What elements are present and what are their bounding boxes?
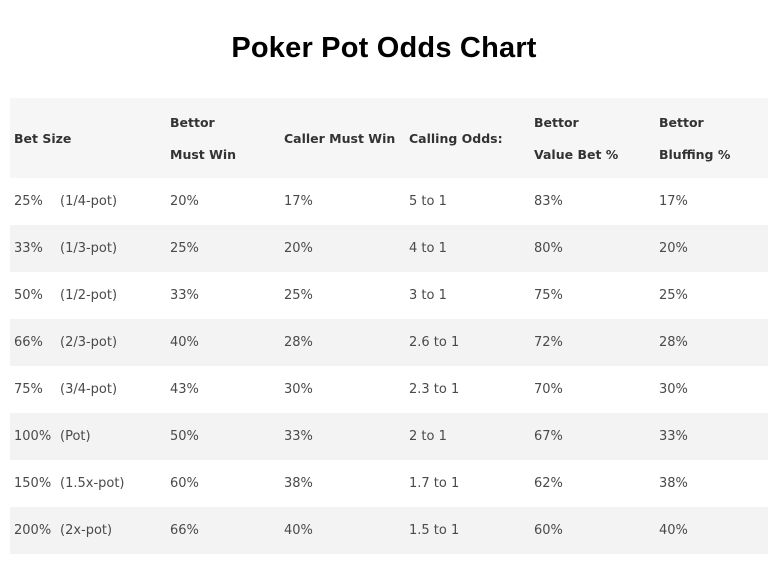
cell-caller-must-win: 28% bbox=[284, 335, 313, 350]
cell-must-win: 50% bbox=[170, 429, 199, 444]
header-line1: Bettor bbox=[534, 114, 579, 130]
table-row: 200% (2x-pot) 66% 40% 1.5 to 1 60% 40% bbox=[10, 507, 768, 554]
cell-value-bet: 80% bbox=[534, 241, 563, 256]
bet-percent: 66% bbox=[14, 335, 43, 350]
table-row: 25% (1/4-pot) 20% 17% 5 to 1 83% 17% bbox=[10, 178, 768, 225]
bet-fraction: (2x-pot) bbox=[60, 523, 113, 538]
bet-percent: 25% bbox=[14, 194, 43, 209]
table-row: 75% (3/4-pot) 43% 30% 2.3 to 1 70% 30% bbox=[10, 366, 768, 413]
cell-bet-size: 25% (1/4-pot) bbox=[10, 194, 166, 209]
cell-bluffing: 20% bbox=[659, 241, 688, 256]
header-line1: Bettor bbox=[170, 114, 215, 130]
page-title: Poker Pot Odds Chart bbox=[231, 32, 537, 64]
header-bet-size: Bet Size bbox=[14, 130, 72, 146]
header-bettor-must-win: Bettor Must Win bbox=[166, 115, 280, 162]
cell-value-bet: 83% bbox=[534, 194, 563, 209]
cell-must-win: 20% bbox=[170, 194, 199, 209]
cell-value-bet: 67% bbox=[534, 429, 563, 444]
bet-percent: 150% bbox=[14, 476, 52, 491]
header-bluffing: Bettor Bluffing % bbox=[655, 115, 768, 162]
cell-calling-odds: 2.6 to 1 bbox=[409, 335, 460, 350]
cell-bluffing: 40% bbox=[659, 523, 688, 538]
header-line1: Bettor bbox=[659, 114, 704, 130]
cell-caller-must-win: 40% bbox=[284, 523, 313, 538]
table-row: 150% (1.5x-pot) 60% 38% 1.7 to 1 62% 38% bbox=[10, 460, 768, 507]
cell-must-win: 33% bbox=[170, 288, 199, 303]
table-row: 100% (Pot) 50% 33% 2 to 1 67% 33% bbox=[10, 413, 768, 460]
cell-caller-must-win: 25% bbox=[284, 288, 313, 303]
cell-calling-odds: 1.7 to 1 bbox=[409, 476, 460, 491]
cell-bluffing: 38% bbox=[659, 476, 688, 491]
cell-bet-size: 50% (1/2-pot) bbox=[10, 288, 166, 303]
table-row: 66% (2/3-pot) 40% 28% 2.6 to 1 72% 28% bbox=[10, 319, 768, 366]
cell-caller-must-win: 20% bbox=[284, 241, 313, 256]
cell-caller-must-win: 30% bbox=[284, 382, 313, 397]
cell-bluffing: 30% bbox=[659, 382, 688, 397]
header-line2: Must Win bbox=[170, 146, 237, 162]
bet-percent: 33% bbox=[14, 241, 43, 256]
table-body: 25% (1/4-pot) 20% 17% 5 to 1 83% 17% 33% (1/3-po… bbox=[10, 178, 768, 554]
bet-percent: 50% bbox=[14, 288, 43, 303]
header-caller-must-win: Caller Must Win bbox=[284, 130, 396, 146]
cell-value-bet: 62% bbox=[534, 476, 563, 491]
bet-fraction: (1/4-pot) bbox=[60, 194, 118, 209]
bet-percent: 200% bbox=[14, 523, 52, 538]
cell-calling-odds: 3 to 1 bbox=[409, 288, 447, 303]
cell-calling-odds: 5 to 1 bbox=[409, 194, 447, 209]
cell-value-bet: 70% bbox=[534, 382, 563, 397]
cell-calling-odds: 1.5 to 1 bbox=[409, 523, 460, 538]
cell-must-win: 66% bbox=[170, 523, 199, 538]
cell-bet-size: 75% (3/4-pot) bbox=[10, 382, 166, 397]
cell-calling-odds: 2.3 to 1 bbox=[409, 382, 460, 397]
cell-must-win: 60% bbox=[170, 476, 199, 491]
pot-odds-table: Bet Size Bettor Must Win Caller Must Win… bbox=[10, 98, 768, 554]
cell-must-win: 40% bbox=[170, 335, 199, 350]
bet-percent: 75% bbox=[14, 382, 43, 397]
cell-bet-size: 100% (Pot) bbox=[10, 429, 166, 444]
cell-must-win: 43% bbox=[170, 382, 199, 397]
cell-caller-must-win: 17% bbox=[284, 194, 313, 209]
cell-must-win: 25% bbox=[170, 241, 199, 256]
header-line2: Bluffing % bbox=[659, 146, 731, 162]
bet-percent: 100% bbox=[14, 429, 52, 444]
cell-bluffing: 17% bbox=[659, 194, 688, 209]
bet-fraction: (2/3-pot) bbox=[60, 335, 118, 350]
cell-value-bet: 75% bbox=[534, 288, 563, 303]
cell-bluffing: 28% bbox=[659, 335, 688, 350]
cell-bet-size: 200% (2x-pot) bbox=[10, 523, 166, 538]
bet-fraction: (Pot) bbox=[60, 429, 91, 444]
header-value-bet: Bettor Value Bet % bbox=[530, 115, 655, 162]
cell-bluffing: 33% bbox=[659, 429, 688, 444]
bet-fraction: (1/2-pot) bbox=[60, 288, 118, 303]
table-row: 33% (1/3-pot) 25% 20% 4 to 1 80% 20% bbox=[10, 225, 768, 272]
bet-fraction: (3/4-pot) bbox=[60, 382, 118, 397]
header-line2: Value Bet % bbox=[534, 146, 619, 162]
table-header-row: Bet Size Bettor Must Win Caller Must Win… bbox=[10, 98, 768, 178]
cell-value-bet: 60% bbox=[534, 523, 563, 538]
cell-calling-odds: 2 to 1 bbox=[409, 429, 447, 444]
cell-value-bet: 72% bbox=[534, 335, 563, 350]
bet-fraction: (1.5x-pot) bbox=[60, 476, 125, 491]
header-calling-odds: Calling Odds: bbox=[409, 130, 503, 146]
cell-calling-odds: 4 to 1 bbox=[409, 241, 447, 256]
cell-bluffing: 25% bbox=[659, 288, 688, 303]
bet-fraction: (1/3-pot) bbox=[60, 241, 118, 256]
cell-caller-must-win: 38% bbox=[284, 476, 313, 491]
cell-bet-size: 33% (1/3-pot) bbox=[10, 241, 166, 256]
cell-bet-size: 66% (2/3-pot) bbox=[10, 335, 166, 350]
cell-caller-must-win: 33% bbox=[284, 429, 313, 444]
table-row: 50% (1/2-pot) 33% 25% 3 to 1 75% 25% bbox=[10, 272, 768, 319]
cell-bet-size: 150% (1.5x-pot) bbox=[10, 476, 166, 491]
